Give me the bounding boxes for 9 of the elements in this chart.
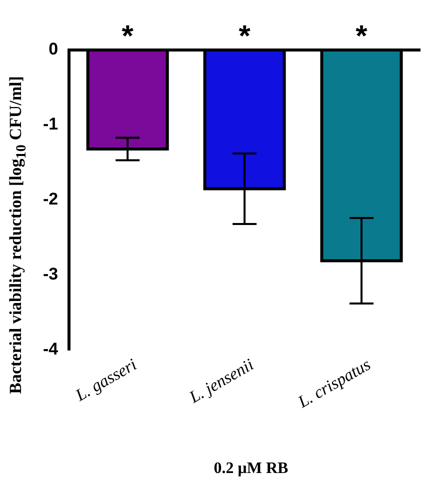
x-axis-title: 0.2 μM RB bbox=[212, 460, 290, 478]
annotation: * bbox=[238, 20, 251, 53]
y-tick-label: -4 bbox=[42, 340, 59, 359]
y-tick-label: 0 bbox=[48, 40, 58, 59]
annotation: * bbox=[356, 20, 368, 53]
y-tick-label: -2 bbox=[42, 190, 58, 209]
y-tick-label: -3 bbox=[42, 264, 58, 284]
y-tick-label: -1 bbox=[42, 114, 58, 134]
annotation: * bbox=[122, 20, 134, 53]
